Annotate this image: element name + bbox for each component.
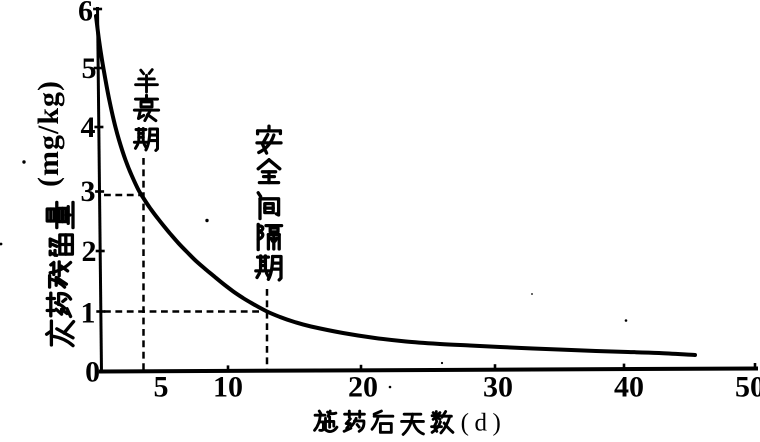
svg-text:1: 1	[81, 297, 96, 330]
svg-text:30: 30	[483, 371, 513, 404]
svg-text:50: 50	[735, 371, 760, 404]
svg-text:(d): (d)	[461, 410, 507, 437]
svg-text:5: 5	[154, 371, 169, 404]
svg-text:(mg/kg): (mg/kg)	[32, 80, 65, 187]
svg-text:6: 6	[78, 0, 93, 28]
svg-text:3: 3	[81, 175, 96, 208]
svg-text:5: 5	[82, 52, 97, 85]
svg-text:10: 10	[213, 371, 243, 404]
svg-text:0: 0	[85, 356, 100, 389]
svg-text:40: 40	[614, 371, 644, 404]
svg-text:20: 20	[348, 371, 378, 404]
svg-text:2: 2	[82, 235, 97, 268]
svg-text:4: 4	[81, 111, 96, 144]
